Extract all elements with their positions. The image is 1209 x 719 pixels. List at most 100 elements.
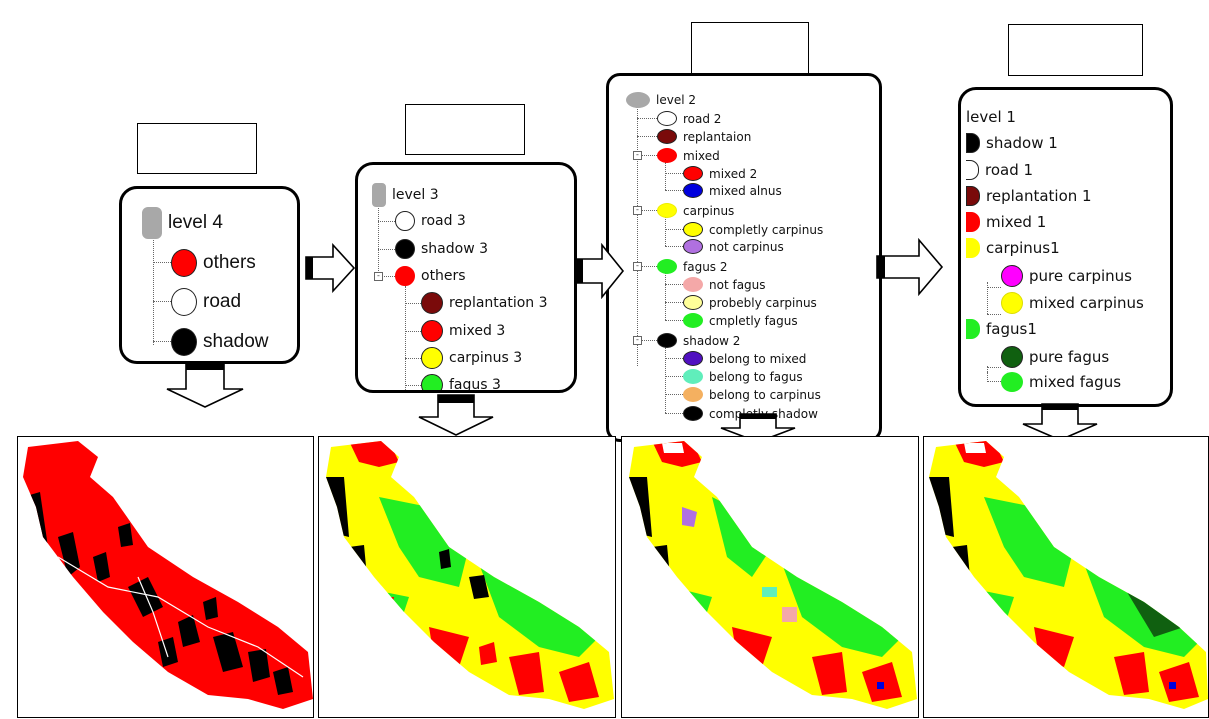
black-circle-icon: [657, 333, 677, 348]
level3-item-shadow: shadow 3: [395, 239, 488, 259]
level1-caption-box: [1008, 24, 1143, 76]
level4-classification-map: [17, 436, 314, 718]
level4-caption-box: [137, 123, 257, 174]
level2-child: cmpletly fagus: [683, 313, 798, 328]
level1-group-carpinus: carpinus1: [966, 238, 1060, 258]
pink-circle-icon: [683, 277, 703, 292]
level2-child: completly carpinus: [683, 222, 823, 237]
level4-item-road: road: [171, 288, 241, 316]
level3-caption-box: [405, 104, 525, 155]
level1-child-mixed-carpinus: mixed carpinus: [1001, 292, 1144, 314]
level2-tree-panel: - - - - level 2 road 2 replantaio: [606, 73, 882, 442]
level3-item-road: road 3: [395, 211, 466, 231]
white-circle-icon: [171, 288, 197, 316]
green-circle-icon: [683, 313, 703, 328]
black-circle-icon: [683, 406, 703, 421]
level2-classification-map: [621, 436, 919, 718]
level1-child-pure-fagus: pure fagus: [1001, 346, 1109, 368]
down-arrow-icon: [1022, 403, 1098, 441]
level2-group-mixed: mixed: [657, 148, 720, 163]
right-arrow-icon: [876, 238, 944, 296]
level4-root: level 4: [142, 207, 223, 239]
level1-root: level 1: [966, 108, 1016, 126]
level2-child: belong to fagus: [683, 369, 803, 384]
level3-classification-map: [318, 436, 616, 718]
red-circle-icon: [395, 266, 415, 286]
white-circle-icon: [657, 111, 677, 126]
level2-group-shadow: shadow 2: [657, 333, 740, 348]
level2-child: belong to mixed: [683, 351, 806, 366]
level3-child-mixed: mixed 3: [421, 320, 505, 342]
level2-child: not carpinus: [683, 239, 784, 254]
red-circle-icon: [171, 249, 197, 277]
yellow-circle-icon: [657, 203, 677, 218]
level1-item-mixed: mixed 1: [966, 212, 1046, 232]
violet-circle-icon: [683, 239, 703, 254]
gray-node-icon: [626, 92, 650, 108]
red-circle-icon: [683, 166, 703, 181]
level1-group-fagus: fagus1: [966, 319, 1037, 339]
darkgreen-circle-icon: [1001, 346, 1023, 368]
level2-group-fagus: fagus 2: [657, 259, 728, 274]
red-circle-icon: [421, 320, 443, 342]
level4-tree-panel: level 4 others road shadow: [119, 186, 300, 364]
level1-item-shadow: shadow 1: [966, 133, 1058, 153]
black-circle-icon: [966, 133, 980, 153]
white-circle-icon: [966, 160, 979, 180]
level2-child: not fagus: [683, 277, 766, 292]
aqua-circle-icon: [683, 369, 703, 384]
level3-tree-panel: - level 3 road 3 shadow 3 others replant…: [355, 162, 577, 393]
darkred-circle-icon: [657, 129, 677, 144]
level3-child-carpinus: carpinus 3: [421, 347, 522, 369]
green-circle-icon: [966, 319, 980, 339]
right-arrow-icon: [575, 243, 625, 299]
level3-group-others: others: [395, 266, 466, 286]
red-circle-icon: [657, 148, 677, 163]
level3-child-fagus: fagus 3: [421, 374, 501, 390]
level1-tree-panel: level 1 shadow 1 road 1 replantation 1 m…: [958, 87, 1173, 407]
level4-root-label: level 4: [168, 212, 223, 233]
darkred-circle-icon: [421, 292, 443, 314]
yellow-circle-icon: [421, 347, 443, 369]
down-arrow-icon: [418, 394, 494, 436]
down-arrow-icon: [166, 362, 244, 408]
green-circle-icon: [657, 259, 677, 274]
level2-child: belong to carpinus: [683, 387, 821, 402]
gray-node-icon: [142, 207, 162, 239]
red-circle-icon: [966, 212, 980, 232]
green-circle-icon: [421, 374, 443, 390]
level3-child-replantation: replantation 3: [421, 292, 548, 314]
white-circle-icon: [395, 211, 415, 231]
level2-item-replantaion: replantaion: [657, 129, 751, 144]
darkred-circle-icon: [966, 186, 980, 206]
level1-item-road: road 1: [966, 160, 1033, 180]
level2-item-road: road 2: [657, 111, 721, 126]
right-arrow-icon: [305, 243, 356, 293]
level1-child-pure-carpinus: pure carpinus: [1001, 265, 1132, 287]
green-circle-icon: [1001, 372, 1023, 392]
level1-classification-map: [923, 436, 1209, 718]
level2-root: level 2: [626, 92, 696, 108]
level4-item-shadow: shadow: [171, 328, 269, 356]
level1-child-mixed-fagus: mixed fagus: [1001, 372, 1121, 392]
level2-child: mixed 2: [683, 166, 757, 181]
yellow-circle-icon: [1001, 292, 1023, 314]
level2-caption-box: [691, 22, 809, 74]
level2-child: probebly carpinus: [683, 295, 817, 310]
orange-circle-icon: [683, 387, 703, 402]
level3-root: level 3: [372, 183, 439, 207]
gray-node-icon: [372, 183, 386, 207]
down-arrow-icon: [720, 413, 796, 443]
level1-item-replantation: replantation 1: [966, 186, 1092, 206]
level2-group-carpinus: carpinus: [657, 203, 734, 218]
black-circle-icon: [171, 328, 197, 356]
paleyellow-circle-icon: [683, 295, 703, 310]
level4-item-others: others: [171, 249, 256, 277]
level2-child: mixed alnus: [683, 183, 782, 198]
yellow-circle-icon: [966, 238, 980, 258]
indigo-circle-icon: [683, 351, 703, 366]
black-circle-icon: [395, 239, 415, 259]
yellow-circle-icon: [683, 222, 703, 237]
magenta-circle-icon: [1001, 265, 1023, 287]
blue-circle-icon: [683, 183, 703, 198]
